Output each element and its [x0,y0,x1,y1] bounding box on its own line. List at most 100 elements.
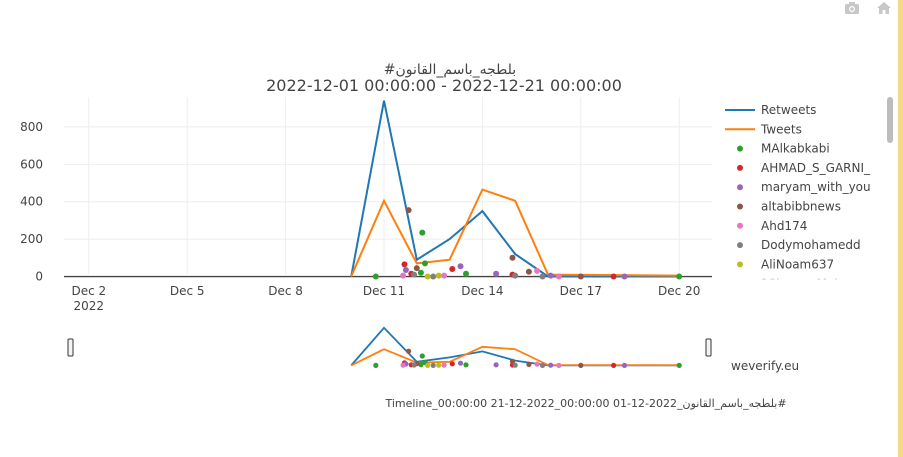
mini-marker-malkabkabi [419,353,425,359]
x-tick-label: Dec 2 [71,284,106,298]
x-tick-year: 2022 [74,299,105,313]
mini-marker-maryam_with_you [457,360,464,366]
mini-marker-ahmad_s_garni_ [449,361,455,367]
mini-line-tweets [350,345,680,367]
marker-maryam_with_you [493,270,500,277]
mini-marker-dodymohamedd [411,362,417,368]
mini-marker-malkabkabi [373,362,379,368]
home-icon[interactable] [875,0,893,16]
legend-label: Tweets [760,122,802,136]
range-slider-lines [350,326,680,367]
marker-malkabkabi [372,273,379,280]
mini-marker-ahd174 [556,362,562,368]
legend-swatch [737,261,743,268]
export-caption: Timeline_بلطجه_باسم_القانون_2022-12-01 0… [384,397,786,410]
marker-maryam_with_you [621,273,628,280]
mini-marker-alinoam637 [436,362,442,368]
marker-altabibbnews [509,254,516,261]
x-tick-label: Dec 20 [658,284,700,298]
y-tick-label: 800 [20,120,43,134]
marker-dodymohamedd [430,273,437,280]
legend-label: maryam_with_you [761,180,871,194]
x-tick-label: Dec 11 [363,284,405,298]
legend-label: Retweets [761,103,816,117]
legend-label: AHMAD_S_GARNI_ [761,161,871,175]
marker-malkabkabi [463,270,469,277]
marker-ahd174 [555,273,562,280]
watermark: weverify.eu [731,359,799,373]
mini-marker-malkabkabi [463,362,469,368]
marker-altabibbnews [525,268,532,275]
marker-altabibbnews [577,273,584,280]
legend-label-partial: 10brave_Mah [761,277,842,291]
range-handle-right[interactable] [705,338,712,357]
y-tick-label: 400 [20,195,43,209]
legend-swatch [737,164,743,171]
mini-marker-altabibbnews [406,348,412,354]
mini-marker-ahd174 [534,361,540,367]
legend-scrollbar[interactable] [887,97,893,143]
marker-ahd174 [441,272,448,279]
mini-line-retweets [350,326,680,367]
camera-icon[interactable] [843,0,861,16]
marker-malkabkabi [417,269,424,276]
chart-subtitle: 2022-12-01 00:00:00 - 2022-12-21 00:00:0… [266,76,622,95]
range-slider-markers [373,348,682,368]
marker-ahmad_s_garni_ [401,261,408,268]
legend: Retweets Tweets MAlkabkabi AHMAD_S_GARNI_ma… [725,103,871,291]
marker-malkabkabi [422,260,428,267]
marker-alinoam637 [435,272,442,279]
marker-ahmad_s_garni_ [449,266,456,272]
y-tick-label: 0 [35,270,43,284]
mini-marker-dodymohamedd [430,362,436,368]
legend-label: MAlkabkabi [761,142,830,156]
marker-dodymohamedd [512,272,519,279]
mini-marker-maryam_with_you [493,362,499,368]
mini-marker-dodymohamedd [512,362,518,368]
marker-maryam_with_you [457,263,464,270]
marker-malkabkabi [419,229,426,236]
y-tick-label: 600 [20,157,43,171]
marker-maryam_with_you [402,267,409,273]
mini-marker-altabibbnews [509,358,516,364]
marker-maryam_with_you [547,272,554,279]
x-tick-label: Dec 14 [461,284,503,298]
legend-label: Dodymohamedd [761,238,861,252]
chart-title: #بلطجه_باسم_القانون [384,62,516,78]
mini-marker-malkabkabi [676,362,682,368]
x-tick-label: Dec 8 [268,284,303,298]
marker-ahd174 [400,272,407,279]
marker-alinoam637 [424,273,431,280]
mini-marker-alinoam637 [425,362,431,368]
range-handle-left[interactable] [67,338,74,357]
chart-modebar [843,0,893,16]
legend-swatch [737,145,743,152]
mini-marker-ahmad_s_garni_ [611,362,617,368]
legend-label: altabibbnews [761,200,841,214]
x-tick-label: Dec 17 [560,284,602,298]
range-slider[interactable] [67,326,712,368]
legend-swatch [737,203,743,210]
marker-malkabkabi [676,273,683,280]
legend-swatch [737,184,743,191]
series-markers [372,207,683,280]
mini-marker-altabibbnews [526,361,532,367]
legend-label: Ahd174 [761,219,807,233]
marker-altabibbnews [413,265,420,272]
series-line-tweets [350,188,680,277]
mini-marker-ahd174 [441,362,447,368]
marker-ahd174 [534,267,541,274]
mini-marker-maryam_with_you [548,362,554,368]
mini-marker-ahd174 [400,362,406,368]
mini-marker-dodymohamedd [539,362,546,368]
marker-dodymohamedd [539,273,546,280]
marker-ahmad_s_garni_ [610,273,617,280]
series-lines [350,100,680,278]
mini-marker-malkabkabi [418,362,424,368]
legend-label: AliNoam637 [761,257,834,271]
marker-dodymohamedd [411,271,418,278]
x-tick-label: Dec 5 [170,284,205,298]
marker-altabibbnews [405,207,412,214]
